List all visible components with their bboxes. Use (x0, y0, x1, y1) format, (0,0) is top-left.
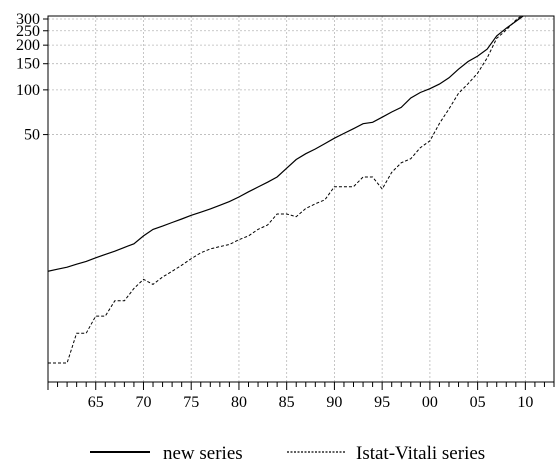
y-tick-label: 100 (16, 82, 40, 99)
x-tick-label: 05 (470, 394, 486, 411)
legend: new series Istat-Vitali series (90, 443, 485, 464)
x-tick-label: 65 (88, 394, 104, 411)
x-tick-label: 80 (231, 394, 247, 411)
x-tick-label: 70 (135, 394, 151, 411)
y-tick-label: 50 (24, 127, 40, 144)
x-tick-label: 95 (374, 394, 390, 411)
x-tick-label: 85 (279, 394, 295, 411)
x-tick-label: 75 (183, 394, 199, 411)
x-tick-label: 10 (517, 394, 533, 411)
y-tick-label: 250 (16, 23, 40, 40)
x-tick-label: 00 (422, 394, 438, 411)
grid (48, 16, 554, 382)
legend-label-2: Istat-Vitali series (356, 443, 485, 464)
series-group (48, 16, 525, 364)
series-line-2 (48, 16, 523, 364)
y-tick-label: 200 (16, 37, 40, 54)
series-line-1 (48, 16, 525, 272)
x-tick-label: 90 (326, 394, 342, 411)
y-tick-label: 150 (16, 56, 40, 73)
y-tick-label: 300 (16, 11, 40, 28)
legend-label-1: new series (163, 443, 243, 464)
plot-area-frame (47, 15, 555, 383)
